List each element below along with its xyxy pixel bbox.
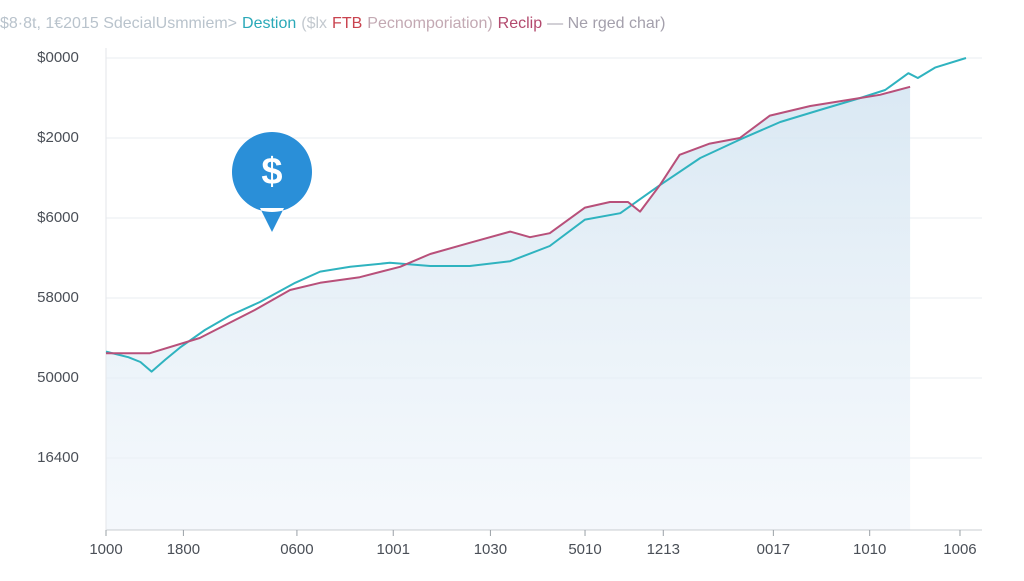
title-part: Pecnomporiation)	[367, 15, 492, 32]
title-part: Reclip	[498, 15, 543, 32]
x-tick-label: 1800	[167, 541, 200, 558]
y-tick-label: $0000	[37, 49, 79, 66]
chart-title: $8·8t, 1€2015 SdecialUsmmiem> Destion ($lx…	[0, 15, 665, 32]
x-tick-label: 1030	[474, 541, 507, 558]
title-part: Destion	[242, 15, 296, 32]
icon: $	[231, 132, 312, 232]
y-tick-label: $2000	[37, 129, 79, 146]
icon-label: $	[261, 151, 282, 193]
title-part: ($lx	[301, 15, 327, 32]
icon-pin	[231, 132, 312, 232]
x-tick-label: 0017	[757, 541, 790, 558]
x-tick-label: 1010	[853, 541, 886, 558]
y-tick-label: $6000	[37, 209, 79, 226]
x-tick-label: 1001	[377, 541, 410, 558]
x-tick-label: 5010	[568, 541, 601, 558]
title-part: $8·8t, 1€2015 SdecialUsmmiem>	[0, 15, 237, 32]
x-tick-label: 0600	[280, 541, 313, 558]
y-tick-label: 58000	[37, 289, 79, 306]
y-tick-label: 16400	[37, 449, 79, 466]
y-tick-label: 50000	[37, 369, 79, 386]
x-tick-label: 1006	[943, 541, 976, 558]
title-part: — Ne rged char)	[547, 15, 665, 32]
x-tick-label: 1000	[89, 541, 122, 558]
area	[106, 86, 911, 531]
title-part: FTB	[332, 15, 362, 32]
x-tick-label: 1213	[647, 541, 680, 558]
line	[106, 85, 911, 355]
